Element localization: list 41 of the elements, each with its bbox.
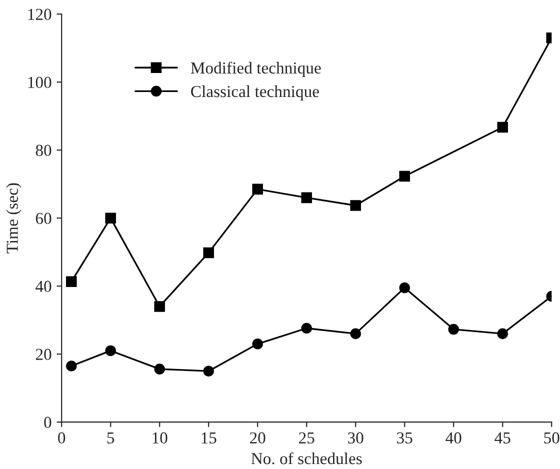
y-tick-label: 120: [28, 8, 52, 20]
point: [350, 200, 361, 211]
y-tick-label: 60: [36, 212, 52, 224]
x-tick-label: 50: [544, 432, 560, 444]
x-tick-label: 45: [494, 432, 510, 444]
x-tick-label: 5: [107, 432, 114, 444]
x-tick-label: 25: [299, 432, 314, 444]
y-axis-title: Time (sec): [6, 183, 22, 254]
point: [66, 276, 77, 288]
point: [448, 324, 459, 335]
point: [399, 170, 410, 182]
x-tick-label: 15: [202, 432, 216, 444]
point: [203, 366, 214, 376]
x-tick-label: 30: [348, 432, 364, 444]
point: [105, 345, 116, 356]
point: [203, 247, 214, 258]
point: [301, 322, 312, 334]
x-axis-title: No. of schedules: [251, 452, 362, 464]
x-tick-label: 10: [152, 432, 168, 444]
point: [301, 192, 312, 204]
legend-label: Modified technique: [190, 62, 321, 77]
point: [497, 122, 508, 133]
y-tick-label: 20: [36, 348, 52, 360]
x-tick-label: 20: [250, 432, 266, 444]
legend-label: Classical technique: [191, 85, 319, 101]
y-tick-label: 0: [44, 416, 52, 428]
x-tick-label: 40: [446, 432, 462, 444]
x-tick-label: 35: [397, 432, 412, 444]
point: [497, 328, 508, 340]
x-tick-label: 0: [58, 432, 66, 444]
point: [252, 184, 263, 195]
point: [252, 338, 263, 350]
point: [105, 212, 116, 224]
point: [154, 364, 165, 374]
y-tick-label: 80: [36, 144, 52, 156]
point: [154, 301, 165, 312]
point: [350, 328, 361, 340]
point: [66, 360, 77, 372]
y-tick-label: 40: [36, 280, 52, 292]
y-tick-label: 100: [28, 76, 52, 88]
point: [399, 282, 410, 294]
